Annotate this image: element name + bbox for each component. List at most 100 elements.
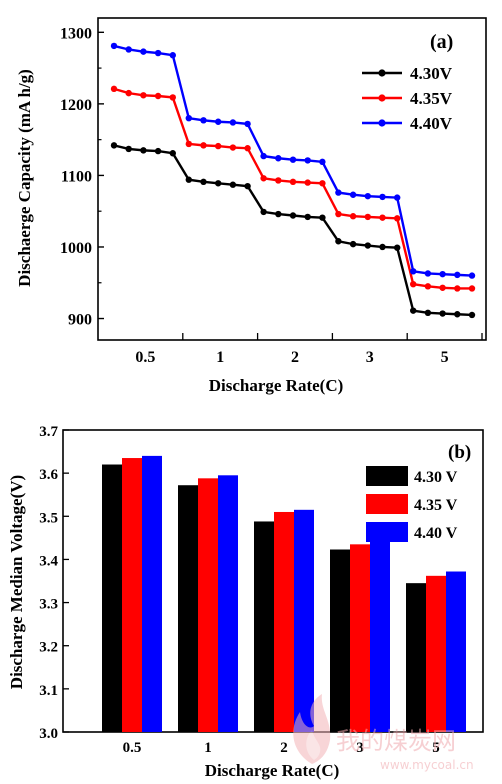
x-axis-title-b: Discharge Rate(C)	[205, 761, 340, 780]
data-point-a-2-7	[215, 118, 222, 125]
data-point-a-2-8	[229, 119, 237, 126]
bar-0-2	[142, 455, 162, 732]
watermark-url: www.mycoal.cn	[380, 758, 474, 772]
bar-3-1	[350, 544, 370, 732]
y-tick-label-a-1: 1000	[60, 240, 92, 257]
bar-2-1	[274, 511, 294, 732]
data-point-a-2-21	[424, 270, 432, 277]
x-tick-label-b-0: 0.5	[123, 740, 142, 756]
data-point-a-0-2	[140, 147, 147, 154]
panel-label-a: (a)	[430, 31, 453, 53]
data-point-a-1-15	[335, 210, 342, 218]
x-tick-label-b-4: 5	[432, 740, 440, 756]
bar-1-2	[218, 475, 238, 732]
data-point-a-2-15	[335, 189, 342, 196]
data-point-a-1-20	[410, 280, 417, 288]
x-tick-label-b-2: 2	[280, 740, 288, 756]
data-point-a-1-19	[394, 215, 401, 222]
data-point-a-0-21	[424, 309, 432, 317]
data-point-a-2-0	[110, 42, 118, 50]
watermark: 我的煤炭网 www.mycoal.cn	[293, 694, 474, 772]
y-tick-label-b-1: 3.1	[39, 683, 58, 699]
data-point-a-0-23	[454, 311, 461, 318]
bar-4-2	[446, 571, 466, 732]
x-tick-label-b-1: 1	[204, 740, 212, 756]
data-point-a-1-17	[364, 213, 371, 221]
y-tick-label-b-0: 3.0	[39, 726, 58, 742]
data-point-a-1-3	[154, 92, 162, 100]
y-axis-title-b: Discharge Median Voltage(V)	[7, 475, 26, 689]
data-point-a-1-5	[185, 140, 192, 148]
x-tick-label-a-4: 5	[441, 349, 449, 366]
bar-1-1	[198, 478, 218, 732]
data-point-a-1-9	[244, 145, 251, 152]
data-point-a-1-22	[439, 284, 446, 291]
data-point-a-0-9	[244, 182, 251, 190]
data-point-a-2-1	[125, 46, 132, 53]
data-point-a-2-16	[349, 191, 357, 198]
data-point-a-1-11	[275, 177, 282, 184]
data-point-a-0-15	[335, 238, 342, 245]
data-point-a-0-18	[379, 243, 386, 251]
data-point-a-0-4	[169, 150, 176, 157]
x-tick-label-a-3: 3	[366, 349, 374, 366]
data-point-a-1-18	[379, 214, 386, 221]
y-tick-label-a-0: 900	[68, 312, 92, 329]
data-point-a-1-10	[260, 175, 267, 182]
data-point-a-0-10	[260, 208, 267, 216]
data-point-a-0-3	[154, 147, 162, 155]
bar-1-0	[178, 485, 198, 732]
data-point-a-2-5	[185, 114, 192, 122]
data-point-a-2-2	[140, 48, 147, 55]
y-tick-label-b-7: 3.7	[39, 424, 58, 440]
data-point-a-1-21	[424, 283, 432, 290]
data-point-a-1-14	[319, 180, 326, 187]
bar-3-0	[330, 549, 350, 732]
data-point-a-0-11	[275, 210, 282, 218]
data-point-a-0-5	[185, 176, 192, 183]
data-point-a-0-12	[289, 212, 297, 219]
x-tick-label-a-1: 1	[216, 349, 224, 366]
y-tick-label-a-2: 1100	[61, 168, 92, 185]
data-point-a-1-24	[468, 285, 476, 292]
data-point-a-0-24	[468, 311, 476, 319]
data-point-a-0-7	[215, 180, 222, 187]
data-point-a-2-12	[289, 156, 297, 163]
data-point-a-2-6	[200, 117, 207, 124]
data-point-a-0-17	[364, 242, 371, 249]
data-point-a-1-6	[200, 142, 207, 149]
data-point-a-0-1	[125, 145, 132, 153]
x-axis-title-a: Discharge Rate(C)	[209, 376, 344, 395]
data-point-a-2-14	[319, 158, 326, 166]
y-tick-label-a-4: 1300	[60, 25, 92, 42]
data-point-a-2-10	[260, 152, 267, 160]
data-point-a-1-8	[229, 144, 237, 151]
legend-label-a-2: 4.40V	[410, 114, 453, 133]
data-point-a-0-14	[319, 214, 326, 221]
voltage-bar-chart: 3.0 3.1 3.2 3.3 3.4 3.5 3.6 3.7 0.5 1 2 3 5 (b) 4.3…	[7, 424, 484, 780]
x-tick-label-b-3: 3	[356, 740, 364, 756]
y-tick-label-b-5: 3.5	[39, 510, 58, 526]
data-point-a-0-20	[410, 307, 417, 314]
legend-label-a-1: 4.35V	[410, 89, 453, 108]
data-point-a-1-0	[110, 85, 118, 93]
data-point-a-1-12	[289, 178, 297, 186]
data-point-a-2-22	[439, 270, 446, 278]
data-point-a-0-8	[229, 181, 237, 188]
y-tick-label-b-3: 3.3	[39, 597, 58, 613]
y-tick-label-a-3: 1200	[60, 97, 92, 114]
data-point-a-2-9	[244, 120, 251, 128]
watermark-logo-text: 我的煤炭网	[336, 727, 456, 755]
bar-2-2	[294, 509, 314, 732]
panel-label-b: (b)	[448, 442, 471, 463]
data-point-a-0-0	[110, 142, 118, 149]
legend-swatch-b-1	[366, 494, 408, 514]
y-tick-label-b-4: 3.4	[39, 553, 58, 569]
bar-2-0	[254, 521, 274, 732]
flame-logo-icon	[293, 694, 331, 764]
data-point-a-2-20	[410, 268, 417, 275]
x-tick-label-a-0: 0.5	[135, 349, 155, 366]
data-point-a-0-13	[304, 213, 311, 221]
legend-label-b-1: 4.35 V	[414, 497, 458, 514]
data-point-a-2-4	[169, 52, 176, 59]
